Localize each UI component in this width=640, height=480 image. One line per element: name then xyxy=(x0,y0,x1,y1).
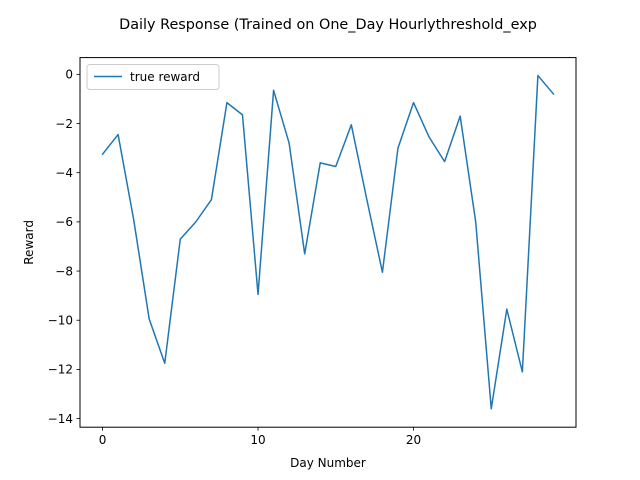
series-line-true-reward xyxy=(101,74,555,410)
y-tick-label: −12 xyxy=(48,363,73,377)
legend-label-true-reward: true reward xyxy=(130,70,200,84)
y-tick-label: −10 xyxy=(48,314,73,328)
y-axis-ticks: 0 −2 −4 −6 −8 −10 −12 −14 xyxy=(48,68,80,426)
y-tick-label: −6 xyxy=(55,215,73,229)
y-tick-label: −14 xyxy=(48,412,73,426)
x-tick-label: 10 xyxy=(250,433,265,447)
plot-area-frame xyxy=(79,57,577,428)
x-axis-ticks: 0 10 20 xyxy=(99,427,421,447)
chart-title: Daily Response (Trained on One_Day Hourl… xyxy=(119,17,537,33)
y-tick-label: 0 xyxy=(65,68,73,82)
x-tick-label: 0 xyxy=(99,433,107,447)
y-axis-label: Reward xyxy=(22,220,36,265)
y-tick-label: −8 xyxy=(55,264,73,278)
series-layer xyxy=(101,74,555,410)
y-tick-label: −4 xyxy=(55,166,73,180)
x-tick-label: 20 xyxy=(406,433,421,447)
x-axis-label: Day Number xyxy=(290,456,366,470)
y-tick-label: −2 xyxy=(55,117,73,131)
legend: true reward xyxy=(86,64,220,90)
legend-box xyxy=(86,64,220,90)
